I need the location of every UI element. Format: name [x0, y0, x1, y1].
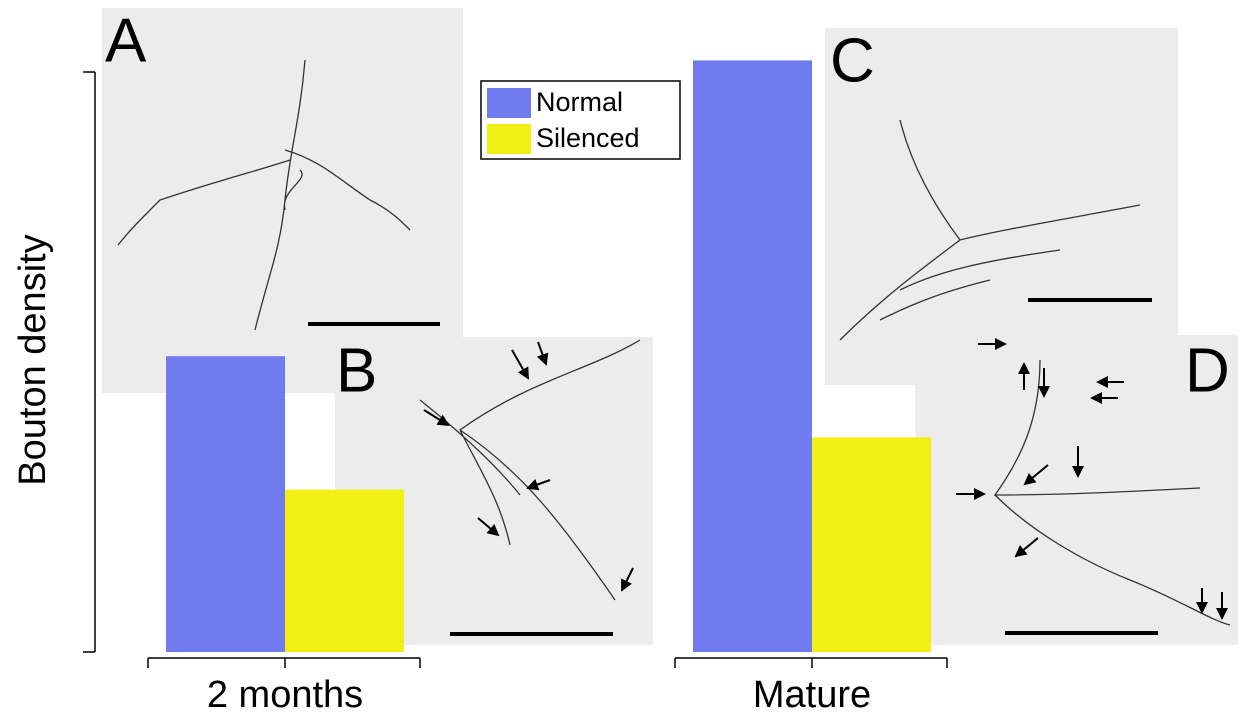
- panel-label: A: [105, 6, 147, 75]
- legend-swatch: [487, 88, 531, 118]
- x-tick-label: Mature: [753, 674, 871, 716]
- bar: [812, 437, 931, 652]
- bar: [285, 490, 404, 652]
- legend-swatch: [487, 124, 531, 154]
- figure: Bouton density 2 months Mature Normal Silen…: [0, 0, 1240, 719]
- y-axis: [83, 72, 95, 652]
- panel-label: C: [830, 26, 875, 95]
- panel-label: D: [1185, 336, 1230, 405]
- y-axis-label: Bouton density: [12, 234, 54, 485]
- legend-label: Normal: [536, 87, 623, 117]
- x-tick-label: 2 months: [207, 674, 363, 716]
- panel-label: B: [336, 336, 377, 405]
- bar: [166, 356, 285, 652]
- legend-label: Silenced: [536, 123, 640, 153]
- bar: [693, 60, 812, 652]
- micrograph-a: [102, 8, 463, 393]
- micrograph-c: [825, 28, 1178, 385]
